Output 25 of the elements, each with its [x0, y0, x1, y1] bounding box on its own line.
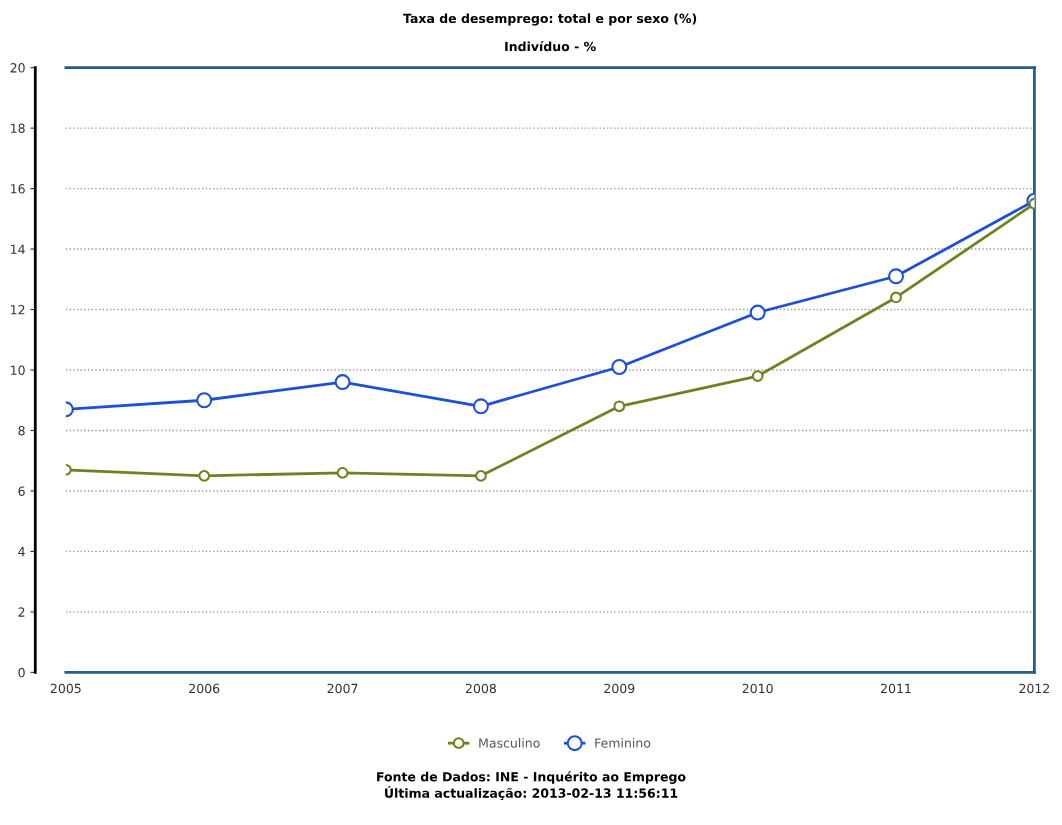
x-tick-label: 2008: [465, 683, 496, 694]
y-tick-label: 12: [11, 305, 25, 315]
y-tick-label: 0: [18, 667, 25, 678]
x-tick-label: 2009: [604, 683, 635, 694]
text: Última actualização: 2013-02-13 11:56:11: [385, 786, 678, 801]
y-tick-label: 8: [18, 425, 25, 436]
x-tick-label: 2011: [881, 683, 911, 694]
chart-subtitle: Indivíduo - %: [505, 40, 596, 52]
y-tick-label: 2: [18, 607, 25, 617]
legend-label: Feminino: [595, 738, 651, 748]
x-tick-label: 2006: [189, 683, 220, 694]
y-tick-label: 18: [11, 123, 25, 134]
y-tick-label: 4: [18, 547, 25, 557]
x-tick-label: 2010: [742, 683, 773, 694]
y-tick-label: 20: [10, 63, 25, 73]
x-tick-label: 2007: [327, 683, 358, 694]
y-tick-label: 16: [11, 184, 25, 194]
y-tick-label: 10: [11, 365, 25, 375]
x-tick-label: 2012: [1019, 683, 1050, 694]
y-tick-label: 14: [11, 244, 25, 254]
y-tick-label: 6: [18, 486, 25, 496]
legend-label: Masculino: [479, 738, 540, 748]
chart-title: Taxa de desemprego: total e por sexo (%): [403, 13, 697, 26]
source-note: Fonte de Dados: INE - Inquérito ao Emprego: [377, 771, 686, 784]
x-tick-label: 2005: [50, 683, 81, 694]
